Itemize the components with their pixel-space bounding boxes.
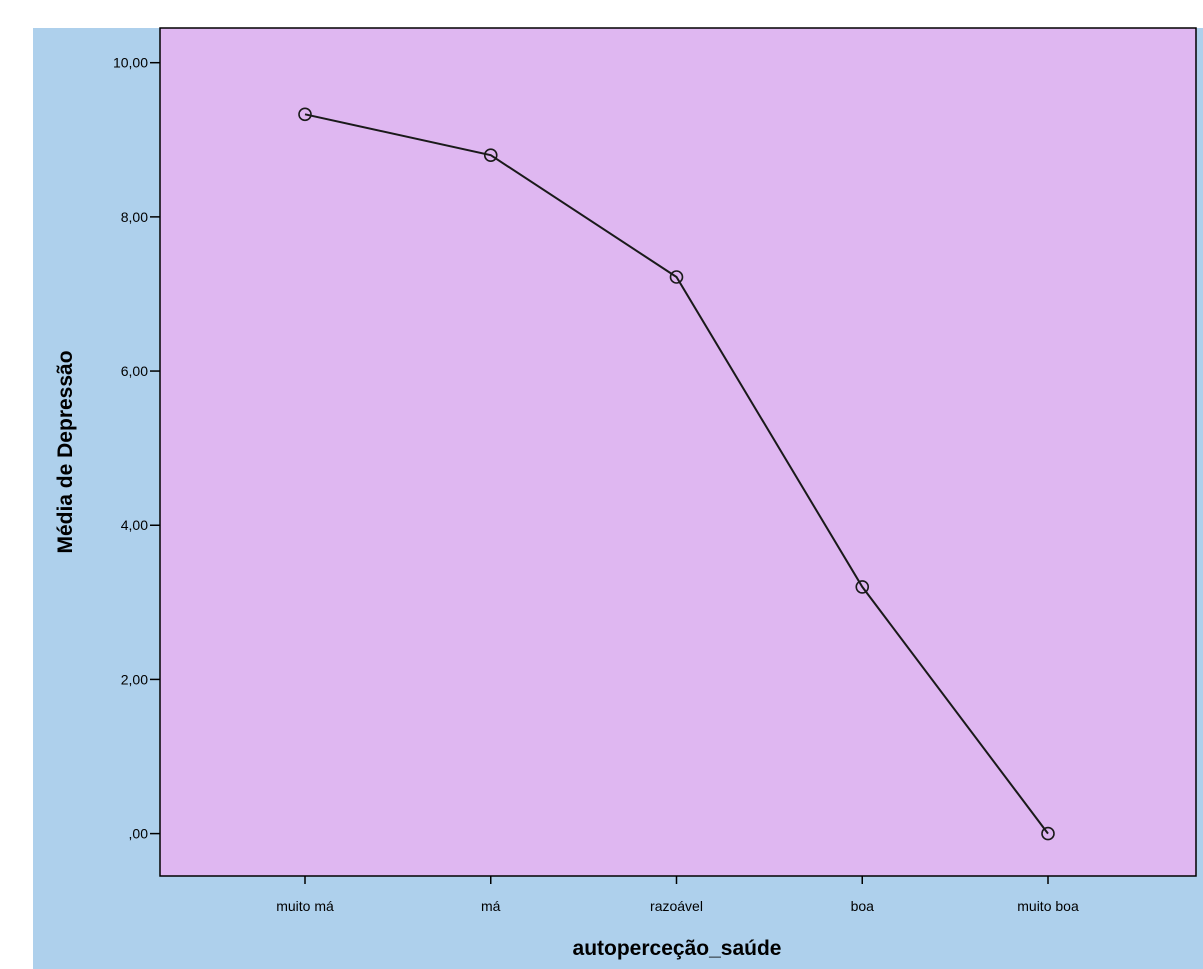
data-point xyxy=(483,148,498,162)
x-tick-label: má xyxy=(481,898,501,914)
x-tick-label: muito boa xyxy=(1017,898,1079,914)
series-line xyxy=(304,113,1049,835)
x-tick-label: muito má xyxy=(276,898,334,914)
y-tick-label: 6,00 xyxy=(121,363,148,379)
x-axis-title: autoperceção_saúde xyxy=(573,937,782,960)
series-layer xyxy=(298,107,1055,841)
x-axis: muito má má razoável boa muito boa xyxy=(276,876,1079,914)
data-point xyxy=(298,107,312,122)
y-axis: ,00 2,00 4,00 6,00 8,00 10,00 xyxy=(113,55,160,842)
x-tick-label: boa xyxy=(851,898,875,914)
data-point xyxy=(1041,826,1055,841)
data-point xyxy=(669,270,684,284)
data-point xyxy=(855,580,870,594)
y-axis-title: Média de Depressão xyxy=(54,350,77,553)
x-tick-label: razoável xyxy=(650,898,703,914)
y-tick-label: 8,00 xyxy=(121,209,148,225)
y-tick-label: 2,00 xyxy=(121,671,148,687)
plot-area xyxy=(159,27,1197,877)
y-tick-label: 10,00 xyxy=(113,55,148,71)
y-tick-label: 4,00 xyxy=(121,517,148,533)
y-tick-label: ,00 xyxy=(129,826,149,842)
